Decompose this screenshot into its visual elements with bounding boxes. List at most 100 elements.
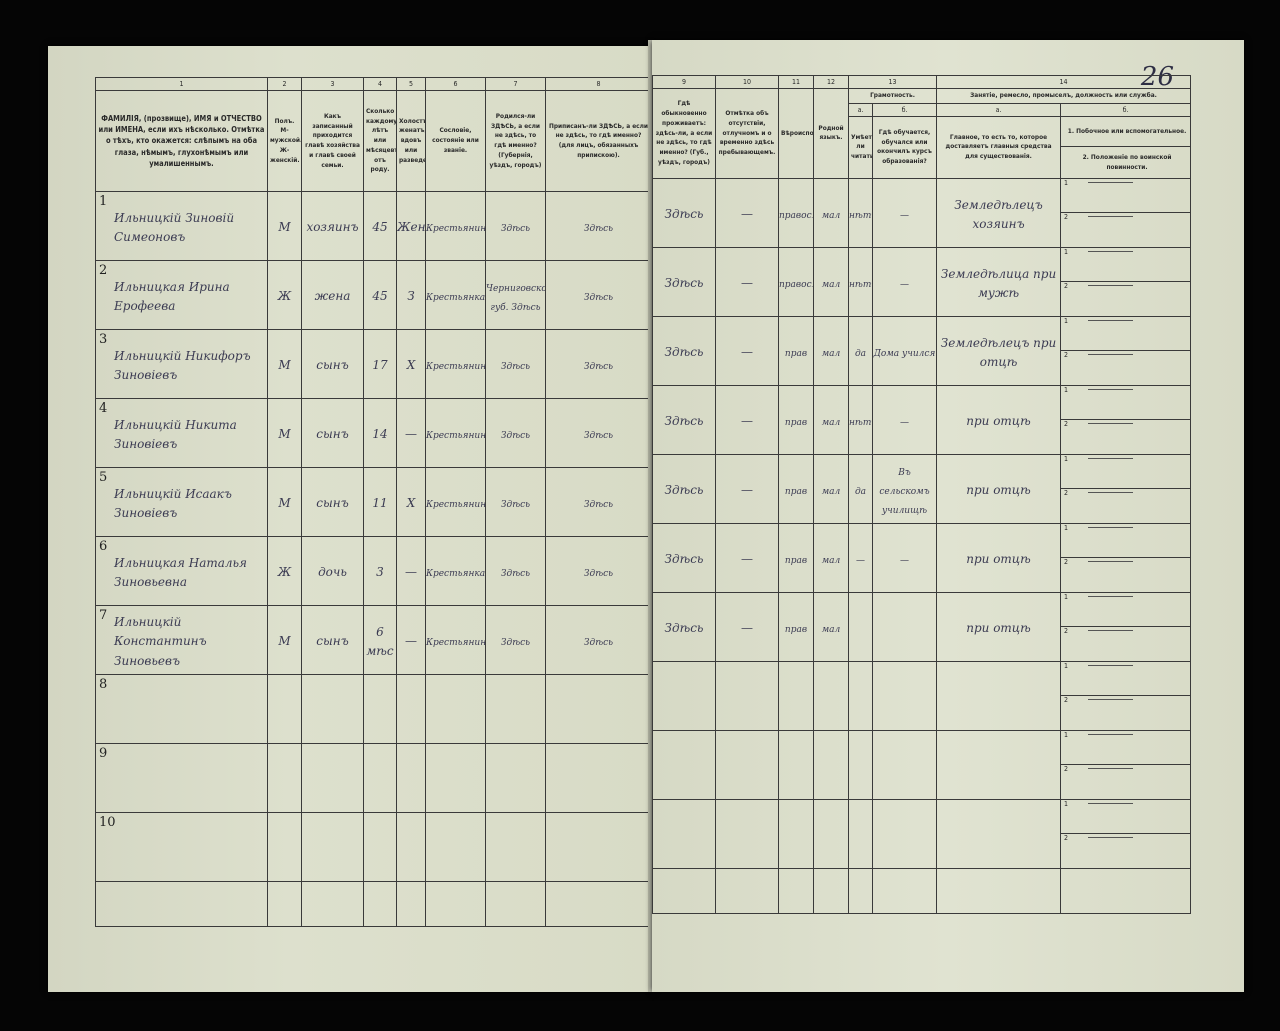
- blank-cell: [715, 867, 779, 914]
- language-value: мал: [821, 625, 841, 636]
- born-value: Здѣсь: [500, 638, 531, 649]
- col-2-header: Полъ. М-мужской. Ж-женскiй.: [267, 90, 302, 192]
- col-8-number: 8: [545, 77, 652, 91]
- military-service-line: 2: [1062, 834, 1190, 868]
- blank-cell: [425, 881, 486, 927]
- education-value: —: [900, 211, 909, 222]
- cell-relation: жена: [301, 260, 364, 330]
- born-value: Здѣсь: [500, 500, 531, 511]
- age-value: 45: [372, 220, 388, 235]
- estate-value: Крестьянинъ: [426, 638, 485, 649]
- col-14-header: Занятiе, ремесло, промыселъ, должность и…: [936, 88, 1192, 104]
- cell-lives: Здѣсь: [652, 522, 716, 593]
- occupation-value: при отцѣ: [966, 414, 1031, 429]
- cell-sex: М: [267, 398, 302, 468]
- col-7-header: Родился-ли ЗДѢСЬ, а если не здѣсь, то гд…: [485, 90, 546, 192]
- cell-estate: Крестьянка: [425, 260, 486, 330]
- blank-line: [1088, 630, 1134, 632]
- cell-language: мал: [813, 246, 849, 317]
- line-number-2: 2: [1064, 557, 1069, 566]
- marital-value: З: [407, 289, 415, 304]
- sex-value: Ж: [277, 565, 292, 580]
- cell-language: мал: [813, 522, 849, 593]
- absence-value: —: [741, 414, 753, 429]
- cell-estate: Крестьянинъ: [425, 191, 486, 261]
- line-number-1: 1: [1064, 661, 1069, 670]
- line-number-1: 1: [1064, 178, 1069, 187]
- cell-age: 17: [363, 329, 397, 399]
- blank-row: [95, 881, 652, 927]
- cell-sex: М: [267, 605, 302, 675]
- secondary-occupation-line: 1: [1061, 593, 1190, 627]
- education-value: Дома учился: [873, 349, 936, 360]
- blank-line: [1088, 596, 1134, 598]
- absence-value: —: [741, 621, 753, 636]
- cell-name: 3 Ильницкiй Никифоръ Зиновiевъ: [95, 329, 268, 399]
- registered-value: Здѣсь: [583, 500, 614, 511]
- blank-line: [1088, 458, 1134, 460]
- literate-value: —: [856, 556, 865, 567]
- language-value: мал: [821, 487, 841, 498]
- cell-lives: [652, 798, 716, 869]
- blank-cell: [936, 867, 1062, 914]
- cell-religion: прав: [778, 453, 814, 524]
- cell-registered: Здѣсь: [545, 467, 652, 537]
- cell-age: 45: [363, 260, 397, 330]
- lives-value: Здѣсь: [664, 414, 704, 429]
- military-service-line: 2: [1062, 765, 1190, 799]
- blank-cell: [1060, 867, 1192, 914]
- cell-religion: прав: [778, 591, 814, 662]
- cell-religion: [778, 729, 814, 800]
- religion-value: правосл: [779, 211, 813, 222]
- cell-estate: [425, 812, 486, 882]
- cell-language: мал: [813, 453, 849, 524]
- estate-value: Крестьянка: [426, 569, 486, 580]
- age-value: 14: [372, 427, 388, 442]
- line-number-1: 1: [1064, 385, 1069, 394]
- estate-value: Крестьянинъ: [426, 500, 485, 511]
- cell-name: 8: [95, 674, 268, 744]
- cell-lives: [652, 660, 716, 731]
- cell-religion: правосл: [778, 246, 814, 317]
- blank-cell: [396, 881, 426, 927]
- line-number-1: 1: [1064, 454, 1069, 463]
- literate-value: нѣтъ: [849, 211, 872, 222]
- row-number: 6: [99, 539, 108, 554]
- row-number: 5: [99, 470, 108, 485]
- row-number: 8: [99, 677, 108, 692]
- cell-age: 3: [363, 536, 397, 606]
- row-number: 10: [99, 815, 116, 830]
- cell-absence: —: [715, 453, 779, 524]
- cell-literate: да: [848, 315, 873, 386]
- language-value: мал: [821, 211, 841, 222]
- cell-literate: нѣтъ: [848, 177, 873, 248]
- cell-relation: [301, 812, 364, 882]
- cell-absence: [715, 729, 779, 800]
- relation-value: сынъ: [316, 358, 349, 373]
- cell-language: мал: [813, 384, 849, 455]
- blank-cell: [813, 867, 849, 914]
- cell-lives: Здѣсь: [652, 384, 716, 455]
- col-10-header: Отмѣтка объ отсутствiи, отлучномъ и о вр…: [715, 88, 779, 179]
- religion-value: прав: [784, 418, 808, 429]
- line-number-2: 2: [1064, 488, 1069, 497]
- absence-value: —: [741, 276, 753, 291]
- blank-line: [1088, 665, 1134, 667]
- cell-age: 6 мѣс: [363, 605, 397, 675]
- absence-value: —: [741, 552, 753, 567]
- table-row-left: 10: [95, 812, 652, 882]
- cell-age: [363, 812, 397, 882]
- religion-value: прав: [784, 556, 808, 567]
- cell-occupation: Земледѣлецъ при отцѣ: [936, 315, 1062, 386]
- secondary-occupation-line: 1: [1061, 317, 1190, 351]
- cell-name: 9: [95, 743, 268, 813]
- col-13b-header: Гдѣ обучается, обучался или окончилъ кур…: [871, 115, 938, 179]
- registered-value: Здѣсь: [583, 224, 614, 235]
- col-13a-label: а.: [848, 102, 873, 117]
- cell-lives: [652, 729, 716, 800]
- registered-value: Здѣсь: [583, 293, 614, 304]
- secondary-occupation-line: 1: [1061, 248, 1190, 282]
- cell-relation: [301, 674, 364, 744]
